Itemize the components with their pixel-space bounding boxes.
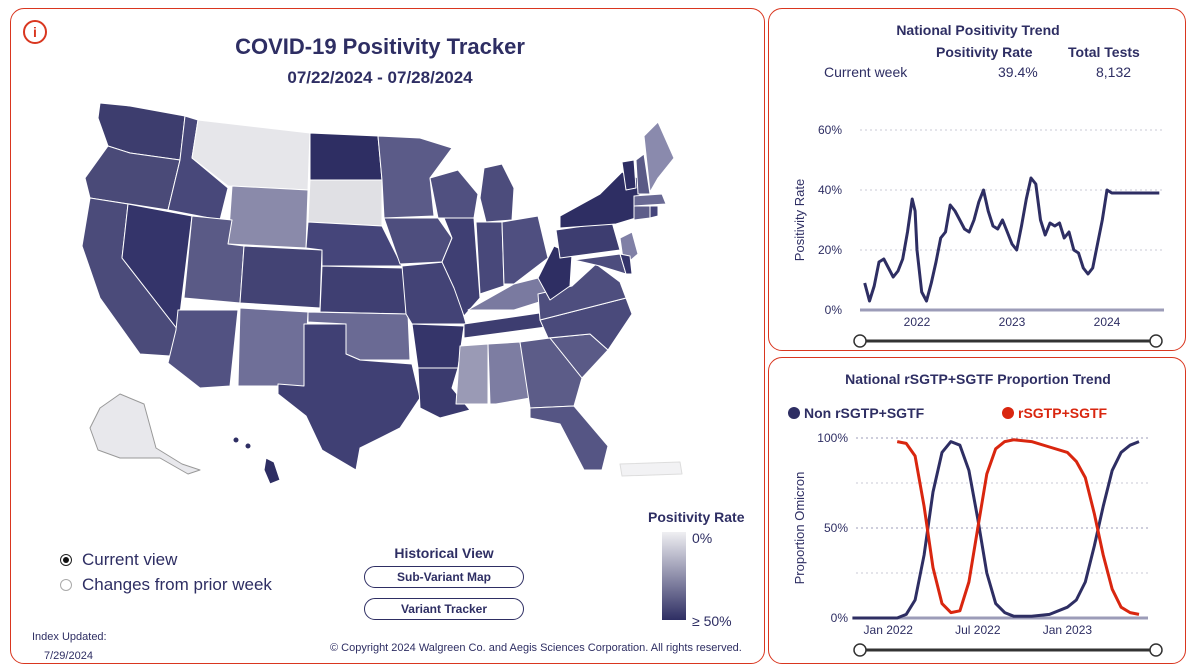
legend-sgtf: rSGTP+SGTF — [1002, 405, 1107, 421]
trend-y-tick: 60% — [818, 123, 842, 137]
trend-col-rate: Positivity Rate — [936, 44, 1033, 60]
sgtf-y-label: Proportion Omicron — [792, 472, 807, 585]
state-wy[interactable] — [227, 185, 309, 249]
state-mn[interactable] — [377, 135, 453, 219]
sgtf-y-tick: 0% — [831, 611, 849, 625]
sgtf-range-handle-start[interactable] — [853, 643, 867, 657]
trend-title: National Positivity Trend — [896, 22, 1060, 38]
positivity-trend-chart: 0% 20% 40% 60% 2022 2023 2024 Positivity Rate — [792, 123, 1164, 348]
trend-range-handle-start[interactable] — [853, 334, 867, 348]
state-ri[interactable] — [649, 205, 659, 219]
trend-y-label: Positivity Rate — [792, 179, 807, 261]
state-in[interactable] — [475, 221, 505, 295]
trend-col-tests: Total Tests — [1068, 44, 1140, 60]
positivity-trend-panel — [768, 8, 1186, 351]
current-view-label: Current view — [82, 550, 178, 569]
state-al[interactable] — [487, 341, 531, 405]
state-ks[interactable] — [319, 265, 407, 315]
sgtf-proportion-chart: 0% 50% 100% Jan 2022 Jul 2022 Jan 2023 Proport… — [792, 431, 1163, 657]
sub-variant-map-button[interactable]: Sub-Variant Map — [364, 566, 524, 588]
legend-sgtf-dot — [1002, 407, 1014, 419]
sgtf-x-tick: Jul 2022 — [955, 623, 1001, 637]
us-choropleth-map — [81, 102, 683, 485]
trend-rate-value: 39.4% — [998, 64, 1038, 80]
current-view-option[interactable]: Current view — [60, 550, 177, 570]
state-sd[interactable] — [307, 179, 383, 227]
trend-y-tick: 20% — [818, 243, 842, 257]
state-il[interactable] — [441, 217, 481, 317]
trend-tests-value: 8,132 — [1096, 64, 1132, 80]
legend-non-label: Non rSGTP+SGTF — [804, 405, 925, 421]
copyright-text: © Copyright 2024 Walgreen Co. and Aegis … — [330, 642, 742, 654]
sgtf-y-tick: 100% — [817, 431, 848, 445]
changes-view-option[interactable]: Changes from prior week — [60, 575, 272, 595]
trend-y-tick: 0% — [825, 303, 843, 317]
sgtf-series-line — [896, 438, 1140, 616]
index-updated-date: 7/29/2024 — [44, 650, 93, 662]
state-ct[interactable] — [633, 205, 651, 221]
state-fl[interactable] — [529, 405, 609, 471]
info-icon[interactable]: i — [23, 20, 47, 44]
state-tx[interactable] — [277, 323, 421, 471]
map-legend-high: ≥ 50% — [692, 613, 732, 629]
state-co[interactable] — [239, 245, 323, 309]
legend-sgtf-label: rSGTP+SGTF — [1018, 405, 1108, 421]
state-hi-island-2[interactable] — [244, 442, 252, 450]
state-ms[interactable] — [455, 343, 489, 405]
state-az[interactable] — [167, 309, 239, 389]
territory-pr[interactable] — [619, 461, 683, 477]
state-ga[interactable] — [519, 337, 583, 409]
map-legend-low: 0% — [692, 530, 713, 546]
state-oh[interactable] — [501, 215, 549, 285]
state-mi[interactable] — [479, 163, 515, 223]
state-de[interactable] — [619, 253, 633, 275]
state-hi-island[interactable] — [232, 436, 240, 444]
page-title: COVID-19 Positivity Tracker — [235, 34, 525, 59]
changes-view-label: Changes from prior week — [82, 575, 272, 594]
sgtf-x-tick: Jan 2022 — [864, 623, 914, 637]
trend-x-tick: 2022 — [904, 315, 931, 329]
trend-y-tick: 40% — [818, 183, 842, 197]
state-me[interactable] — [643, 121, 675, 193]
trend-row-label: Current week — [824, 64, 908, 80]
state-ak[interactable] — [89, 393, 201, 475]
map-legend-gradient — [662, 532, 686, 620]
sgtf-x-tick: Jan 2023 — [1043, 623, 1093, 637]
map-legend-title: Positivity Rate — [648, 509, 745, 525]
trend-series-line — [863, 176, 1160, 303]
state-nm[interactable] — [237, 307, 309, 387]
trend-x-tick: 2023 — [999, 315, 1026, 329]
state-va[interactable] — [537, 263, 627, 321]
legend-non-sgtf: Non rSGTP+SGTF — [788, 405, 924, 421]
trend-x-tick: 2024 — [1094, 315, 1121, 329]
current-view-radio[interactable] — [60, 554, 72, 566]
historical-view-title: Historical View — [394, 545, 494, 561]
state-wi[interactable] — [429, 169, 479, 219]
state-hi[interactable] — [263, 457, 281, 485]
sgtf-title: National rSGTP+SGTF Proportion Trend — [845, 371, 1111, 387]
state-nh[interactable] — [635, 153, 651, 195]
state-wv[interactable] — [537, 245, 573, 301]
variant-tracker-button[interactable]: Variant Tracker — [364, 598, 524, 620]
state-vt[interactable] — [621, 159, 637, 191]
state-ma[interactable] — [633, 193, 667, 207]
date-range: 07/22/2024 - 07/28/2024 — [287, 68, 473, 87]
legend-non-dot — [788, 407, 800, 419]
sgtf-y-tick: 50% — [824, 521, 848, 535]
sgtf-range-handle-end[interactable] — [1149, 643, 1163, 657]
trend-range-handle-end[interactable] — [1149, 334, 1163, 348]
state-nd[interactable] — [309, 132, 383, 181]
state-ar[interactable] — [411, 323, 465, 369]
index-updated-label: Index Updated: — [32, 631, 107, 643]
changes-view-radio[interactable] — [60, 579, 72, 591]
sgtf-non-series-line — [852, 440, 1140, 620]
